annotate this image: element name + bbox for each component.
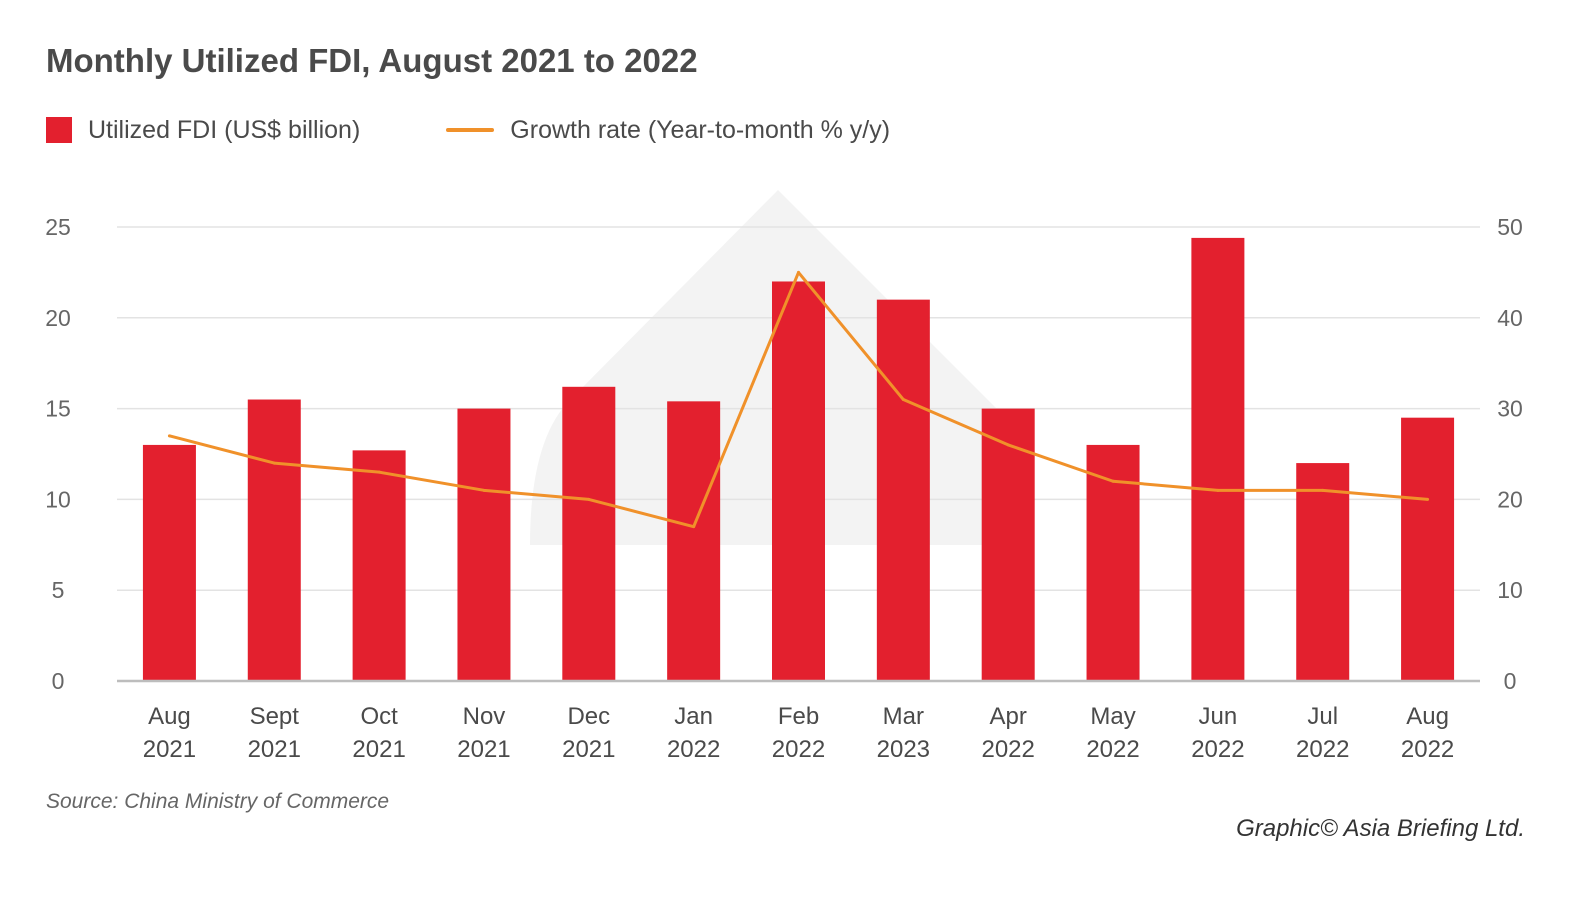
- growth-rate-point: [1426, 497, 1430, 501]
- y-right-tick-label: 30: [1497, 396, 1523, 422]
- x-tick-label-month: Aug: [1406, 703, 1449, 730]
- y-right-tick-label: 10: [1497, 577, 1523, 603]
- growth-rate-point: [1111, 479, 1115, 483]
- y-left-tick-label: 25: [45, 214, 71, 240]
- y-left-tick-label: 15: [45, 396, 71, 422]
- legend-label-growth: Growth rate (Year-to-month % y/y): [510, 115, 891, 144]
- x-tick-label-year: 2022: [667, 736, 720, 763]
- x-tick-label-year: 2021: [248, 736, 301, 763]
- bar: [1296, 463, 1350, 681]
- growth-rate-point: [797, 270, 800, 274]
- x-tick-label-month: Aug: [148, 703, 191, 730]
- growth-rate-point: [1321, 488, 1325, 492]
- growth-rate-point: [1216, 488, 1220, 492]
- x-tick-label-month: Jan: [674, 703, 713, 730]
- bar: [772, 281, 825, 681]
- growth-rate-point: [1006, 443, 1010, 447]
- x-tick-label-month: Feb: [778, 703, 819, 730]
- bar: [981, 408, 1035, 681]
- y-left-tick-label: 0: [52, 668, 65, 694]
- growth-rate-point: [692, 525, 696, 529]
- legend: Utilized FDI (US$ billion) Growth rate (…: [46, 112, 976, 148]
- growth-rate-point: [587, 497, 591, 501]
- x-tick-label-month: May: [1090, 703, 1135, 730]
- x-tick-label-month: Sept: [250, 703, 300, 730]
- legend-item-growth: Growth rate (Year-to-month % y/y): [446, 116, 890, 145]
- graphic-credit: Graphic© Asia Briefing Ltd.: [1236, 815, 1525, 842]
- x-tick-label-month: Jun: [1199, 703, 1238, 730]
- x-tick-label-year: 2021: [457, 736, 510, 763]
- bar: [667, 401, 721, 681]
- growth-rate-point: [167, 434, 171, 438]
- y-right-tick-label: 0: [1504, 668, 1517, 694]
- bar: [457, 408, 511, 681]
- bar: [142, 444, 196, 681]
- x-tick-label-year: 2021: [143, 736, 196, 763]
- legend-item-fdi: Utilized FDI (US$ billion): [46, 116, 360, 145]
- growth-rate-point: [272, 461, 276, 465]
- y-left-tick-label: 20: [45, 305, 71, 331]
- growth-rate-point: [482, 488, 486, 492]
- bar: [352, 450, 406, 681]
- x-tick-label-year: 2022: [1191, 736, 1244, 763]
- legend-swatch-line: [446, 128, 495, 132]
- bar: [562, 386, 616, 681]
- bar: [1191, 237, 1245, 681]
- x-tick-label-year: 2021: [352, 736, 405, 763]
- x-tick-label-month: Jul: [1307, 703, 1338, 730]
- x-tick-label-month: Nov: [463, 703, 506, 730]
- legend-label-fdi: Utilized FDI (US$ billion): [88, 115, 361, 144]
- bar: [876, 299, 930, 681]
- y-left-tick-label: 10: [45, 486, 71, 512]
- x-tick-label-year: 2022: [1401, 736, 1454, 763]
- growth-rate-point: [901, 398, 905, 402]
- x-tick-label-year: 2022: [772, 736, 825, 763]
- bar: [247, 399, 301, 681]
- x-tick-label-year: 2022: [1296, 736, 1349, 763]
- x-tick-label-year: 2022: [981, 736, 1034, 763]
- bar: [1401, 417, 1455, 681]
- chart-title: Monthly Utilized FDI, August 2021 to 202…: [46, 42, 698, 79]
- source-note: Source: China Ministry of Commerce: [46, 790, 390, 813]
- y-right-tick-label: 50: [1497, 214, 1523, 240]
- y-right-tick-label: 20: [1497, 486, 1523, 512]
- x-tick-label-year: 2023: [877, 736, 930, 763]
- growth-rate-point: [377, 470, 381, 474]
- y-left-tick-label: 5: [52, 577, 65, 603]
- x-tick-label-month: Mar: [883, 703, 924, 730]
- x-tick-label-month: Dec: [567, 703, 610, 730]
- x-tick-label-year: 2022: [1086, 736, 1139, 763]
- x-tick-label-month: Oct: [360, 703, 398, 730]
- y-right-tick-label: 40: [1497, 305, 1523, 331]
- x-tick-label-year: 2021: [562, 736, 615, 763]
- x-tick-label-month: Apr: [990, 703, 1027, 730]
- legend-swatch-bar: [46, 117, 72, 143]
